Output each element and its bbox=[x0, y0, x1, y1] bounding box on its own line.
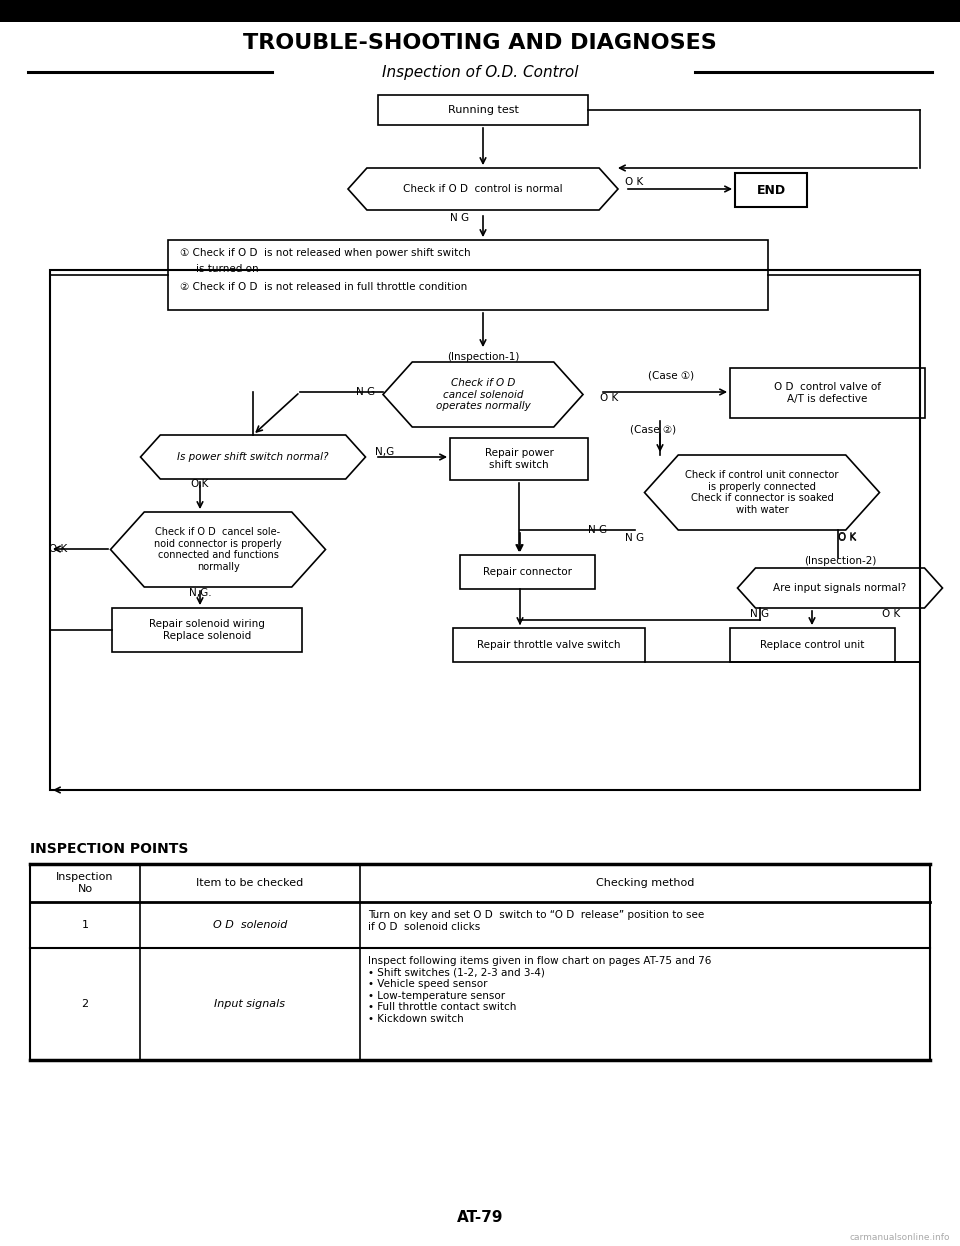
Polygon shape bbox=[460, 554, 595, 589]
Text: AT-79: AT-79 bbox=[457, 1211, 503, 1226]
Text: O D  solenoid: O D solenoid bbox=[213, 920, 287, 930]
Polygon shape bbox=[112, 608, 302, 652]
Polygon shape bbox=[644, 455, 879, 530]
Polygon shape bbox=[735, 173, 807, 207]
Text: O K: O K bbox=[882, 609, 900, 619]
Text: Repair solenoid wiring
Replace solenoid: Repair solenoid wiring Replace solenoid bbox=[149, 619, 265, 640]
Polygon shape bbox=[348, 168, 618, 211]
Polygon shape bbox=[730, 368, 925, 417]
Text: Check if control unit connector
is properly connected
Check if connector is soak: Check if control unit connector is prope… bbox=[685, 470, 839, 515]
Polygon shape bbox=[0, 0, 960, 22]
Text: Are input signals normal?: Are input signals normal? bbox=[774, 583, 906, 593]
Polygon shape bbox=[453, 628, 645, 662]
Text: O K: O K bbox=[600, 392, 618, 402]
Text: Running test: Running test bbox=[447, 105, 518, 115]
Text: (Inspection-1): (Inspection-1) bbox=[446, 353, 519, 363]
Text: N G: N G bbox=[625, 533, 644, 543]
Text: Turn on key and set O D  switch to “O D  release” position to see
if O D  soleno: Turn on key and set O D switch to “O D r… bbox=[368, 910, 705, 932]
Text: Repair power
shift switch: Repair power shift switch bbox=[485, 449, 553, 470]
Text: Inspection of O.D. Control: Inspection of O.D. Control bbox=[382, 65, 578, 80]
Polygon shape bbox=[737, 568, 943, 608]
Text: INSPECTION POINTS: INSPECTION POINTS bbox=[30, 842, 188, 856]
Text: O,K: O,K bbox=[191, 478, 209, 488]
Text: Check if O D  cancel sole-
noid connector is properly
connected and functions
no: Check if O D cancel sole- noid connector… bbox=[155, 527, 282, 572]
Text: carmanualsonline.info: carmanualsonline.info bbox=[850, 1234, 950, 1242]
Text: N G: N G bbox=[751, 609, 770, 619]
Text: O K: O K bbox=[838, 532, 856, 542]
Text: (Inspection-2): (Inspection-2) bbox=[804, 556, 876, 566]
Text: N G: N G bbox=[450, 213, 469, 223]
Text: ① Check if O D  is not released when power shift switch: ① Check if O D is not released when powe… bbox=[180, 248, 470, 258]
Text: is turned on: is turned on bbox=[196, 264, 258, 274]
Text: O K: O K bbox=[625, 177, 643, 187]
Text: Repair throttle valve switch: Repair throttle valve switch bbox=[477, 640, 621, 650]
Text: Repair connector: Repair connector bbox=[483, 567, 572, 577]
Polygon shape bbox=[730, 628, 895, 662]
Text: Is power shift switch normal?: Is power shift switch normal? bbox=[178, 452, 328, 462]
Text: 1: 1 bbox=[82, 920, 88, 930]
Text: N,G: N,G bbox=[375, 447, 395, 457]
Polygon shape bbox=[450, 439, 588, 480]
Text: N G: N G bbox=[588, 525, 608, 535]
Text: (Case ①): (Case ①) bbox=[648, 370, 694, 380]
Text: Check if O D
cancel solenoid
operates normally: Check if O D cancel solenoid operates no… bbox=[436, 378, 530, 411]
Text: Item to be checked: Item to be checked bbox=[197, 878, 303, 888]
Text: Input signals: Input signals bbox=[214, 999, 285, 1009]
Text: Check if O D  control is normal: Check if O D control is normal bbox=[403, 184, 563, 194]
Polygon shape bbox=[378, 95, 588, 125]
Text: TROUBLE-SHOOTING AND DIAGNOSES: TROUBLE-SHOOTING AND DIAGNOSES bbox=[243, 32, 717, 54]
Text: Inspect following items given in flow chart on pages AT-75 and 76
• Shift switch: Inspect following items given in flow ch… bbox=[368, 956, 711, 1024]
Polygon shape bbox=[383, 363, 583, 427]
Text: Inspection
No: Inspection No bbox=[57, 872, 113, 893]
Text: O D  control valve of
A/T is defective: O D control valve of A/T is defective bbox=[774, 383, 881, 404]
Text: 2: 2 bbox=[82, 999, 88, 1009]
Text: N G: N G bbox=[356, 388, 375, 397]
Text: Checking method: Checking method bbox=[596, 878, 694, 888]
Text: ② Check if O D  is not released in full throttle condition: ② Check if O D is not released in full t… bbox=[180, 282, 468, 292]
Text: END: END bbox=[756, 183, 785, 197]
Text: O K: O K bbox=[49, 545, 67, 554]
Text: Replace control unit: Replace control unit bbox=[760, 640, 865, 650]
Text: O K: O K bbox=[838, 533, 856, 543]
Text: N,G.: N,G. bbox=[189, 588, 211, 598]
Text: (Case ②): (Case ②) bbox=[630, 425, 676, 435]
Polygon shape bbox=[168, 240, 768, 310]
Polygon shape bbox=[140, 435, 366, 478]
Polygon shape bbox=[110, 512, 325, 587]
